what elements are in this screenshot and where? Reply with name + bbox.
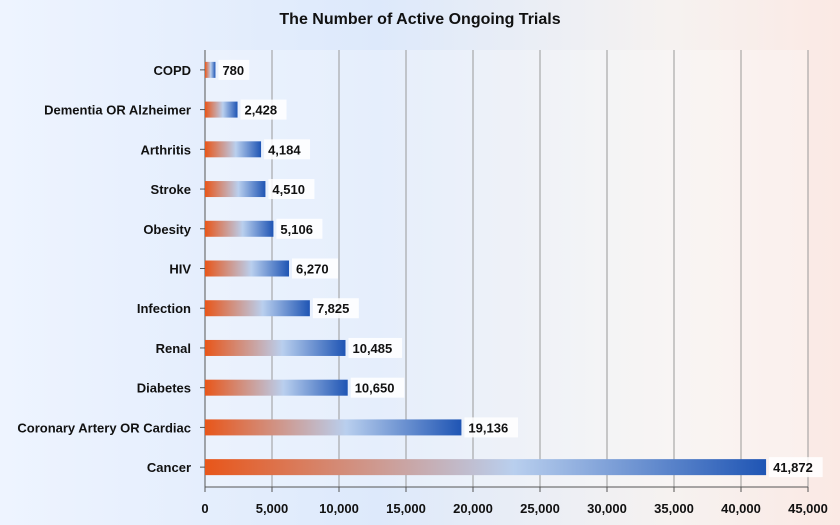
chart-title: The Number of Active Ongoing Trials bbox=[279, 11, 561, 28]
data-label-bg bbox=[312, 298, 359, 319]
data-label-bg bbox=[292, 258, 339, 279]
category-label: Infection bbox=[137, 301, 191, 316]
data-label-bg bbox=[350, 377, 405, 398]
category-label: Obesity bbox=[143, 222, 191, 237]
category-label: Diabetes bbox=[137, 381, 191, 396]
data-label: 6,270 bbox=[296, 262, 329, 277]
data-label: 780 bbox=[222, 63, 244, 78]
category-label: Renal bbox=[156, 341, 191, 356]
data-label: 5,106 bbox=[280, 222, 313, 237]
x-tick-label: 35,000 bbox=[654, 501, 694, 516]
x-tick-label: 40,000 bbox=[721, 501, 761, 516]
x-tick-label: 25,000 bbox=[520, 501, 560, 516]
category-label: Cancer bbox=[147, 460, 191, 475]
data-label: 4,184 bbox=[268, 142, 301, 157]
data-label-bg bbox=[464, 417, 519, 438]
bar bbox=[205, 379, 348, 396]
data-label-bg bbox=[240, 99, 287, 120]
bar bbox=[205, 419, 462, 436]
bar bbox=[205, 61, 216, 78]
data-label-bg bbox=[276, 218, 323, 239]
bar bbox=[205, 141, 262, 158]
x-tick-label: 45,000 bbox=[788, 501, 828, 516]
x-tick-label: 20,000 bbox=[453, 501, 493, 516]
x-tick-label: 5,000 bbox=[256, 501, 289, 516]
data-label: 10,650 bbox=[355, 381, 395, 396]
data-label: 7,825 bbox=[317, 301, 350, 316]
bar bbox=[205, 339, 346, 356]
x-tick-label: 15,000 bbox=[386, 501, 426, 516]
x-tick-label: 10,000 bbox=[319, 501, 359, 516]
data-label: 41,872 bbox=[773, 460, 813, 475]
bar bbox=[205, 220, 274, 237]
category-label: Dementia OR Alzheimer bbox=[44, 103, 191, 118]
data-label: 4,510 bbox=[272, 182, 305, 197]
x-tick-label: 30,000 bbox=[587, 501, 627, 516]
data-label: 10,485 bbox=[352, 341, 392, 356]
category-label: COPD bbox=[153, 63, 191, 78]
bar bbox=[205, 459, 767, 476]
data-label: 19,136 bbox=[468, 420, 508, 435]
data-label-bg bbox=[218, 59, 250, 80]
x-tick-label: 0 bbox=[201, 501, 208, 516]
bar bbox=[205, 181, 266, 198]
data-label-bg bbox=[769, 457, 823, 478]
data-label-bg bbox=[264, 139, 311, 160]
bar bbox=[205, 300, 310, 317]
category-label: HIV bbox=[169, 262, 191, 277]
bar bbox=[205, 101, 238, 118]
data-label: 2,428 bbox=[245, 103, 278, 118]
category-label: Stroke bbox=[151, 182, 191, 197]
category-label: Coronary Artery OR Cardiac bbox=[17, 420, 191, 435]
data-label-bg bbox=[268, 179, 315, 200]
data-label-bg bbox=[348, 337, 403, 358]
bar bbox=[205, 260, 290, 277]
category-label: Arthritis bbox=[140, 142, 191, 157]
